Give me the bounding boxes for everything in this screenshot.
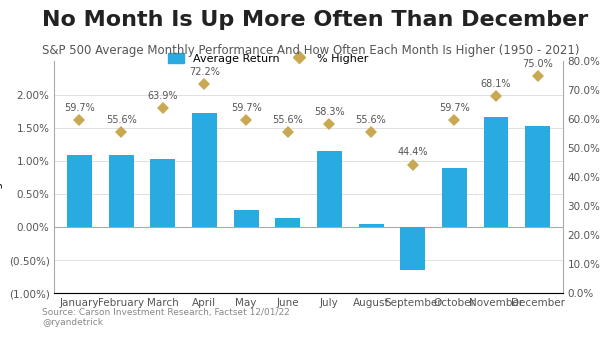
Text: 72.2%: 72.2% xyxy=(189,67,220,77)
Bar xyxy=(442,168,467,227)
Text: 63.9%: 63.9% xyxy=(148,91,178,101)
Bar xyxy=(359,224,384,227)
Bar xyxy=(400,227,425,270)
Text: 75.0%: 75.0% xyxy=(522,59,553,69)
Text: 59.7%: 59.7% xyxy=(64,103,95,113)
Bar xyxy=(150,160,175,227)
Text: 55.6%: 55.6% xyxy=(272,115,303,125)
Bar xyxy=(234,210,258,227)
Bar xyxy=(483,117,508,227)
Text: 58.3%: 58.3% xyxy=(314,107,345,117)
Bar xyxy=(109,155,134,227)
Y-axis label: Average Return: Average Return xyxy=(0,134,3,221)
Text: 59.7%: 59.7% xyxy=(439,103,469,113)
Bar xyxy=(525,126,550,227)
Text: 44.4%: 44.4% xyxy=(397,147,428,157)
Text: 55.6%: 55.6% xyxy=(356,115,387,125)
Text: 55.6%: 55.6% xyxy=(106,115,137,125)
Bar xyxy=(275,218,300,227)
Bar xyxy=(317,151,342,227)
Bar xyxy=(67,155,92,227)
Text: 68.1%: 68.1% xyxy=(481,79,511,89)
Legend: Average Return, % Higher: Average Return, % Higher xyxy=(163,48,373,68)
Text: Source: Carson Investment Research, Factset 12/01/22
@ryandetrick: Source: Carson Investment Research, Fact… xyxy=(42,308,290,327)
Bar xyxy=(192,113,217,227)
Text: No Month Is Up More Often Than December: No Month Is Up More Often Than December xyxy=(42,10,589,30)
Text: S&P 500 Average Monthly Performance And How Often Each Month Is Higher (1950 - 2: S&P 500 Average Monthly Performance And … xyxy=(42,44,580,57)
Text: 59.7%: 59.7% xyxy=(231,103,261,113)
